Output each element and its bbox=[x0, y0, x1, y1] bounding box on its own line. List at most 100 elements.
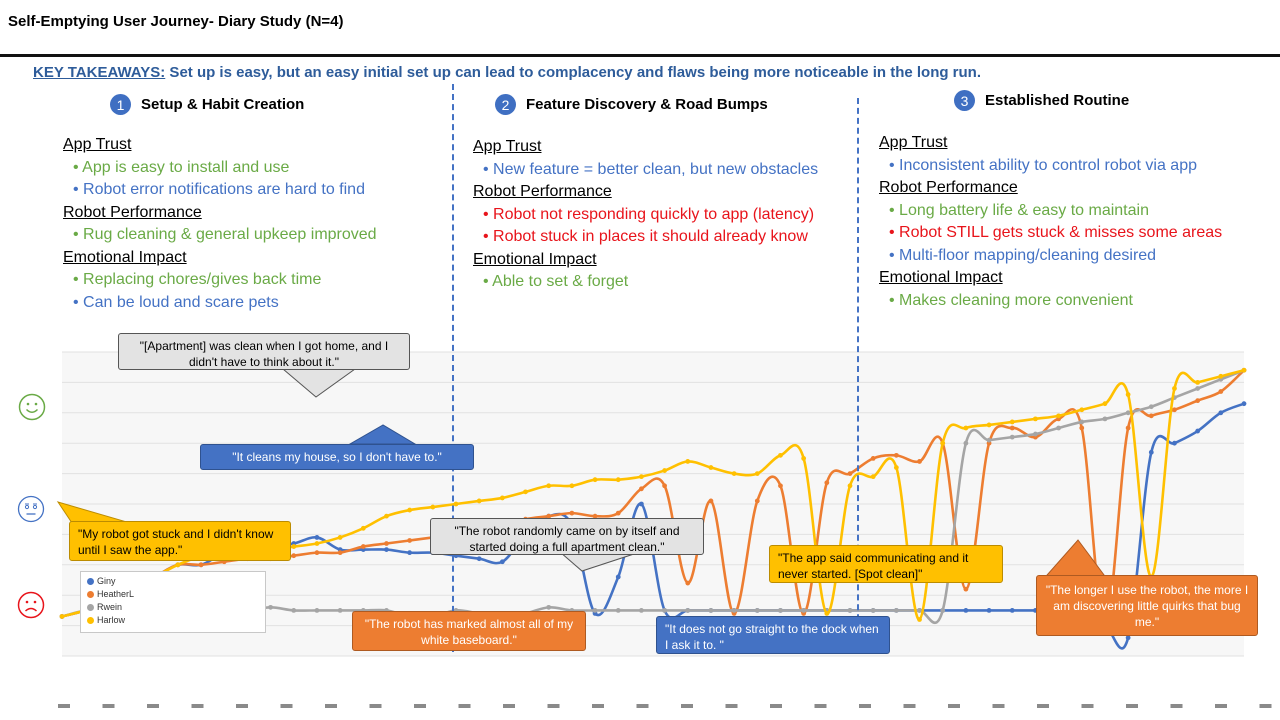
data-point bbox=[639, 486, 644, 492]
data-point bbox=[453, 501, 459, 507]
data-point bbox=[592, 608, 598, 613]
data-point bbox=[1218, 410, 1224, 416]
data-point bbox=[268, 604, 273, 610]
data-point bbox=[1172, 407, 1177, 413]
data-point bbox=[1079, 425, 1085, 431]
data-point bbox=[499, 559, 505, 565]
quote-callout: "My robot got stuck and I didn't know un… bbox=[69, 521, 291, 561]
data-point bbox=[592, 513, 598, 519]
data-point bbox=[639, 501, 644, 507]
finding-item: Inconsistent ability to control robot vi… bbox=[879, 155, 1222, 178]
app-trust-heading: App Trust bbox=[63, 136, 132, 153]
data-point bbox=[731, 471, 737, 476]
data-point bbox=[592, 477, 598, 483]
data-point bbox=[893, 465, 899, 470]
legend-swatch bbox=[87, 604, 94, 611]
x-tick-mark bbox=[102, 704, 115, 708]
data-point bbox=[499, 495, 505, 501]
quote-callout: "It does not go straight to the dock whe… bbox=[656, 616, 890, 654]
finding-item: Makes cleaning more convenient bbox=[879, 290, 1222, 313]
data-point bbox=[1125, 392, 1131, 397]
happy-face-icon bbox=[18, 393, 46, 421]
data-point bbox=[917, 459, 922, 464]
robot-performance-heading: Robot Performance bbox=[473, 183, 612, 200]
x-tick-mark bbox=[547, 704, 560, 708]
phase-1-number: 1 bbox=[110, 94, 131, 115]
x-tick-mark bbox=[859, 704, 871, 708]
data-point bbox=[1172, 440, 1177, 446]
data-point bbox=[615, 477, 621, 483]
data-point bbox=[314, 550, 320, 556]
x-tick-mark bbox=[725, 704, 738, 708]
quote-callout: "[Apartment] was clean when I got home, … bbox=[118, 333, 410, 370]
finding-item: Robot error notifications are hard to fi… bbox=[63, 179, 377, 202]
data-point bbox=[337, 535, 343, 540]
data-point bbox=[801, 456, 807, 461]
data-point bbox=[430, 504, 436, 510]
data-point bbox=[546, 604, 552, 610]
legend-label: Rwein bbox=[97, 602, 123, 612]
data-point bbox=[708, 465, 714, 470]
data-point bbox=[708, 608, 714, 613]
finding-item: Long battery life & easy to maintain bbox=[879, 200, 1222, 223]
legend-swatch bbox=[87, 578, 94, 585]
data-point bbox=[824, 480, 830, 486]
data-point bbox=[1125, 410, 1131, 416]
legend-swatch bbox=[87, 617, 94, 624]
data-point bbox=[778, 452, 783, 458]
page-title: Self-Emptying User Journey- Diary Study … bbox=[8, 13, 344, 30]
data-point bbox=[893, 452, 899, 458]
data-point bbox=[59, 614, 65, 619]
data-point bbox=[824, 611, 830, 616]
chart-legend: Giny HeatherL Rwein Harlow bbox=[80, 571, 266, 633]
x-tick-mark bbox=[1081, 704, 1094, 708]
x-tick-mark bbox=[948, 704, 960, 708]
data-point bbox=[1102, 416, 1108, 422]
data-point bbox=[1079, 419, 1085, 425]
data-point bbox=[1009, 434, 1015, 440]
phase-3-number: 3 bbox=[954, 90, 975, 111]
x-tick-mark bbox=[770, 704, 782, 708]
data-point bbox=[1056, 413, 1061, 419]
finding-item: Multi-floor mapping/cleaning desired bbox=[879, 245, 1222, 268]
data-point bbox=[523, 489, 528, 495]
data-point bbox=[337, 550, 343, 556]
finding-item: Robot stuck in places it should already … bbox=[473, 226, 818, 249]
legend-label: HeatherL bbox=[97, 589, 135, 599]
legend-item: Harlow bbox=[87, 614, 265, 627]
data-point bbox=[569, 483, 575, 489]
x-tick-mark bbox=[58, 704, 70, 708]
data-point bbox=[615, 510, 621, 516]
phase-divider-2 bbox=[857, 98, 859, 650]
data-point bbox=[1172, 386, 1177, 391]
phase-3-header: 3 Established Routine bbox=[954, 90, 1129, 111]
emotional-impact-heading: Emotional Impact bbox=[473, 250, 597, 268]
robot-performance-heading: Robot Performance bbox=[879, 179, 1018, 196]
finding-item: New feature = better clean, but new obst… bbox=[473, 159, 818, 182]
app-trust-heading: App Trust bbox=[879, 134, 948, 151]
quote-callout: "The robot randomly came on by itself an… bbox=[430, 518, 704, 555]
x-tick-mark bbox=[369, 704, 382, 708]
neutral-face-icon bbox=[17, 495, 45, 523]
x-tick-mark bbox=[992, 704, 1005, 708]
data-point bbox=[754, 471, 760, 476]
finding-item: Robot not responding quickly to app (lat… bbox=[473, 204, 818, 227]
data-point bbox=[662, 483, 667, 489]
x-tick-mark bbox=[1170, 704, 1183, 708]
data-point bbox=[731, 608, 737, 613]
data-point bbox=[1056, 425, 1061, 431]
data-point bbox=[1218, 373, 1224, 379]
data-point bbox=[1148, 449, 1154, 455]
data-point bbox=[778, 608, 783, 613]
quote-callout: "The robot has marked almost all of my w… bbox=[352, 611, 586, 651]
x-tick-mark bbox=[903, 704, 916, 708]
data-point bbox=[870, 474, 876, 480]
data-point bbox=[1102, 401, 1108, 407]
data-point bbox=[1195, 386, 1201, 391]
x-tick-mark bbox=[147, 704, 159, 708]
data-point bbox=[1009, 419, 1015, 425]
data-point bbox=[1125, 425, 1131, 431]
chart-x-ticks bbox=[58, 704, 1272, 708]
legend-item: Rwein bbox=[87, 601, 265, 614]
phase-1-title: Setup & Habit Creation bbox=[141, 96, 305, 113]
